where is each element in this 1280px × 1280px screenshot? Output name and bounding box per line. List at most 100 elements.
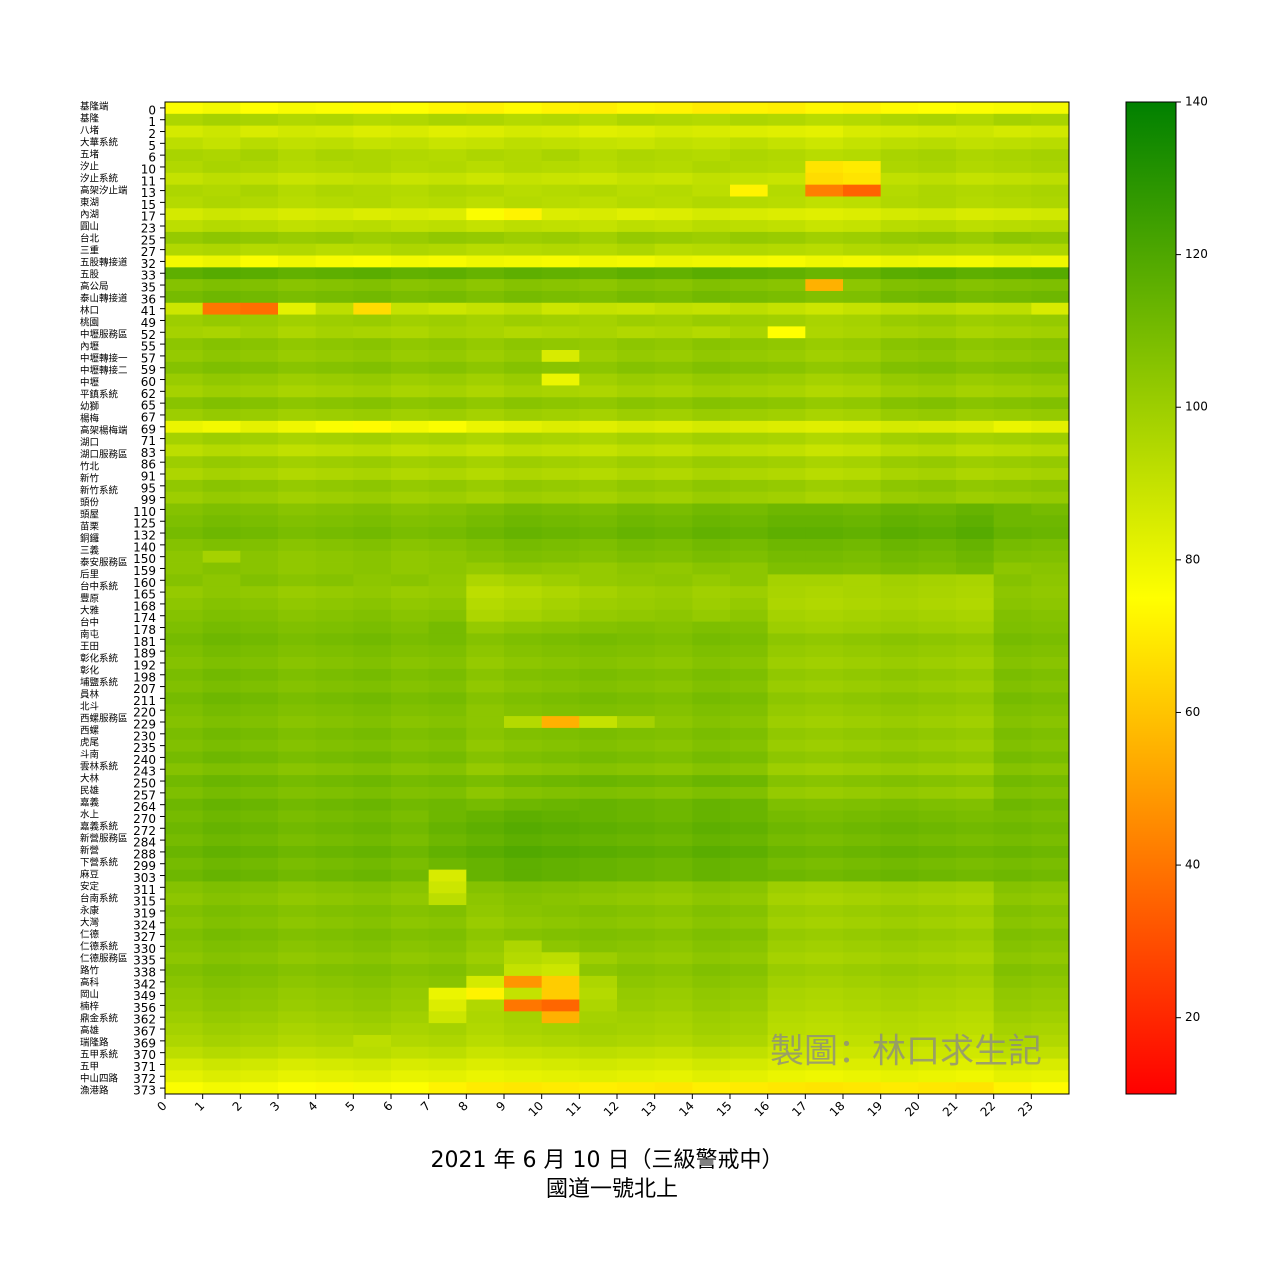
cell (767, 1070, 806, 1083)
cell (654, 420, 693, 434)
station-label: 高架楊梅端 (80, 425, 128, 437)
cell (240, 562, 279, 575)
cell (278, 397, 317, 410)
cell (353, 893, 392, 906)
cell (617, 574, 656, 587)
cell (466, 668, 505, 682)
cell (541, 893, 580, 906)
cell (1031, 279, 1070, 292)
cell (805, 196, 844, 209)
cell (315, 999, 354, 1012)
cell (428, 621, 467, 634)
cell (579, 586, 618, 599)
cell (730, 302, 769, 315)
cell (579, 822, 618, 835)
station-label: 彰化系統 (80, 653, 119, 665)
cell (918, 798, 957, 811)
cell (692, 302, 731, 315)
cell (353, 727, 392, 741)
cell (504, 184, 543, 197)
cell (315, 550, 354, 563)
cell (541, 964, 580, 977)
cell (579, 479, 618, 493)
cell (692, 645, 731, 658)
cell (654, 704, 693, 717)
cell (918, 834, 957, 847)
cell (315, 231, 354, 245)
cell (579, 1058, 618, 1071)
cell (541, 338, 580, 351)
cell (391, 905, 430, 918)
cell (843, 468, 882, 481)
cell (805, 751, 844, 764)
cell (353, 869, 392, 882)
cell (466, 1058, 505, 1071)
cell (767, 538, 806, 552)
cell (617, 940, 656, 953)
cell (579, 869, 618, 882)
cell (504, 314, 543, 327)
cell (617, 137, 656, 150)
y-tick-label: 257 (133, 788, 156, 802)
cell (504, 786, 543, 800)
station-label: 五股 (80, 270, 100, 281)
cell (843, 338, 882, 351)
cell (767, 562, 806, 575)
cell (843, 657, 882, 670)
cell (617, 716, 656, 729)
cell (579, 1046, 618, 1059)
cell (993, 314, 1032, 327)
cell (730, 479, 769, 493)
cell (843, 550, 882, 563)
cell (843, 798, 882, 811)
cell (278, 893, 317, 906)
cell (918, 1058, 957, 1071)
cell (504, 692, 543, 705)
cell (1031, 763, 1070, 776)
cell (1031, 657, 1070, 670)
cell (617, 975, 656, 989)
cell (993, 810, 1032, 823)
cell (353, 373, 392, 386)
station-label: 嘉義 (80, 797, 100, 809)
cell (918, 184, 957, 197)
cell (1031, 314, 1070, 327)
cell (805, 846, 844, 859)
cell (579, 385, 618, 398)
cell (315, 538, 354, 552)
cell (767, 550, 806, 563)
cell (805, 905, 844, 918)
cell (767, 444, 806, 457)
cell (805, 302, 844, 315)
cell (805, 350, 844, 363)
cell (315, 432, 354, 445)
cell (391, 1023, 430, 1036)
cell (654, 822, 693, 835)
cell (278, 999, 317, 1012)
cell (353, 574, 392, 587)
cell (504, 503, 543, 516)
cell (956, 846, 995, 859)
y-tick-label: 356 (133, 1001, 156, 1015)
cell (391, 1034, 430, 1048)
cell (315, 716, 354, 729)
cell (202, 102, 241, 115)
cell (730, 940, 769, 953)
cell (353, 420, 392, 434)
cell (730, 385, 769, 398)
cell (165, 385, 204, 398)
cell (918, 503, 957, 516)
cell (391, 255, 430, 268)
cell (541, 798, 580, 811)
x-tick-label: 19 (865, 1099, 886, 1120)
cell (805, 633, 844, 646)
cell (692, 1082, 731, 1095)
cell (843, 432, 882, 445)
cell (541, 668, 580, 682)
cell (617, 444, 656, 457)
cell (880, 550, 919, 563)
cell (315, 633, 354, 646)
cell (993, 220, 1032, 233)
cell (579, 326, 618, 339)
cell (353, 279, 392, 292)
